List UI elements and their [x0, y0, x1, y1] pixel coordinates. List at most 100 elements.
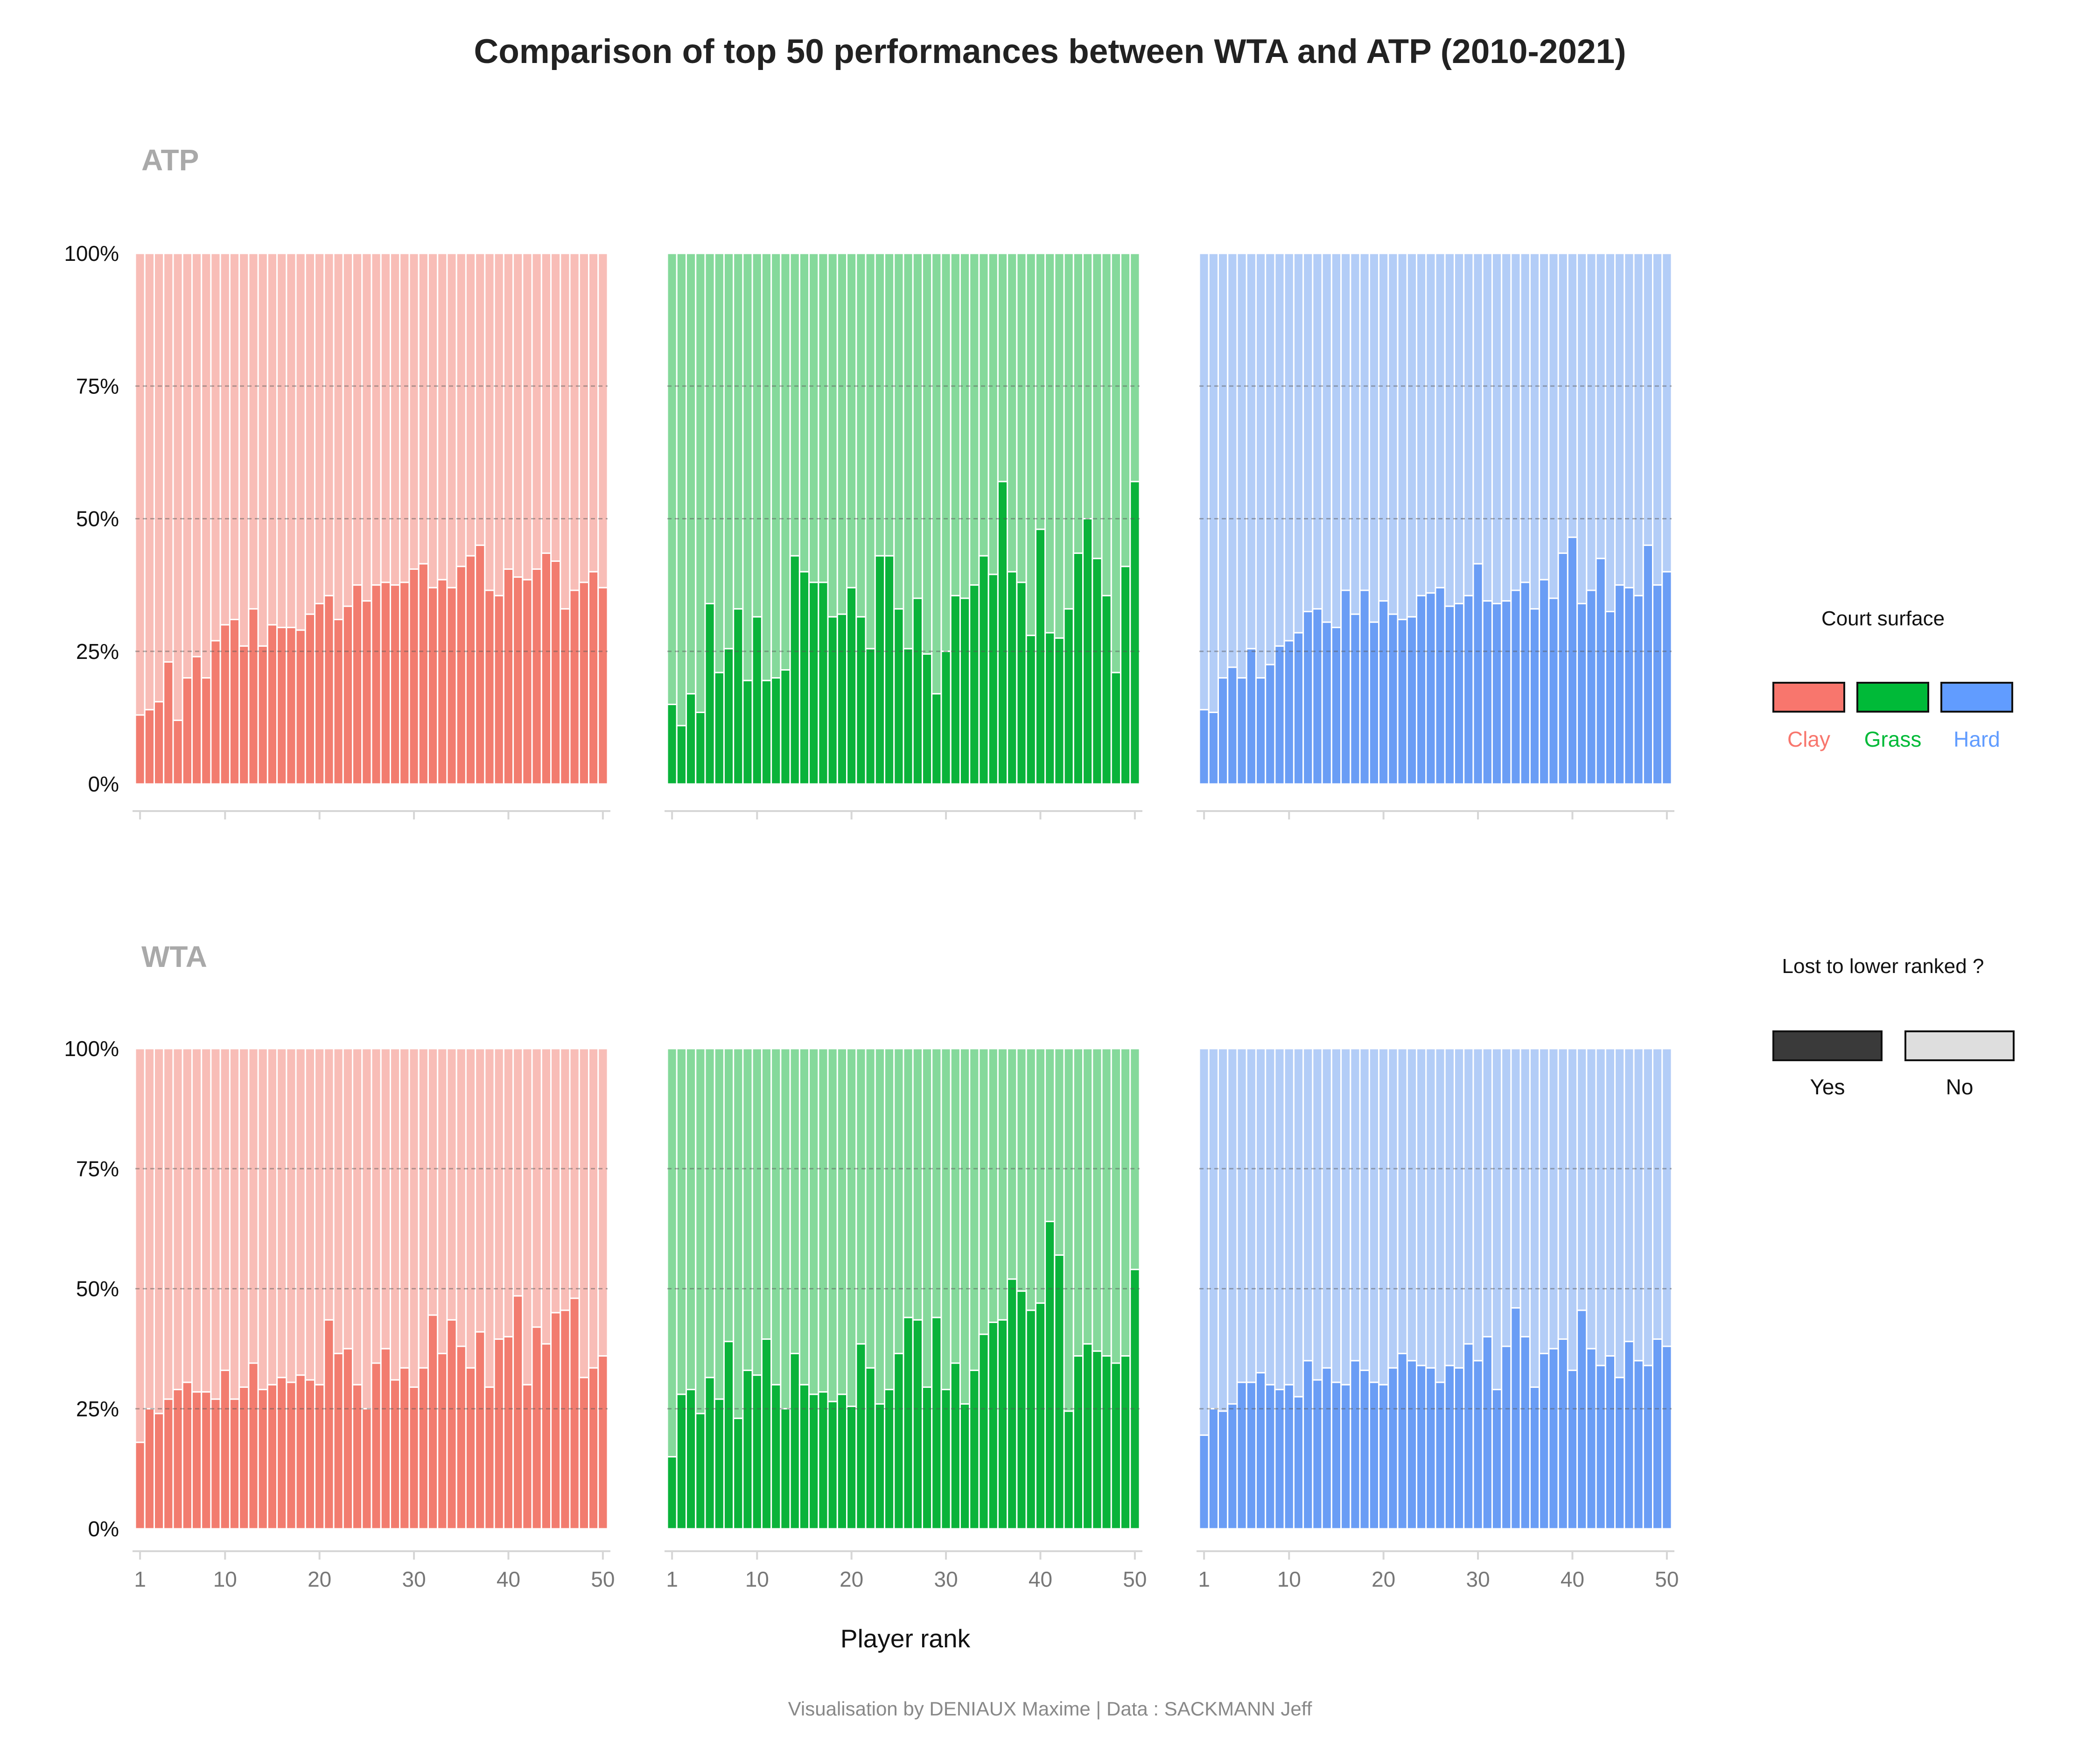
- bar-yes: [1576, 1309, 1588, 1530]
- panel-atp-clay: [133, 252, 610, 819]
- bar-yes: [1227, 666, 1238, 785]
- bar-yes: [1482, 600, 1493, 785]
- bar-yes: [493, 1338, 504, 1530]
- bar-no: [1016, 1048, 1027, 1292]
- bar-yes: [1557, 552, 1568, 785]
- bar-yes: [1624, 587, 1635, 785]
- bar-yes: [855, 1343, 867, 1530]
- bar-no: [446, 1048, 457, 1321]
- bar-yes: [1283, 1384, 1295, 1530]
- bar-no: [1491, 252, 1503, 604]
- bar-yes: [1072, 1355, 1084, 1530]
- panel-atp-hard: [1197, 252, 1674, 819]
- bar-no: [1529, 252, 1540, 610]
- bar-yes: [912, 597, 923, 785]
- bar-no: [685, 1048, 697, 1391]
- bar-no: [1236, 252, 1247, 679]
- bar-no: [997, 252, 1008, 483]
- bar-no: [540, 1048, 552, 1345]
- bar-yes: [1397, 1352, 1408, 1530]
- bar-yes: [723, 1341, 735, 1530]
- bar-yes: [1567, 1369, 1578, 1530]
- bar-yes: [1227, 1403, 1238, 1530]
- bar-no: [1463, 252, 1474, 596]
- bar-no: [172, 252, 183, 721]
- bar-yes: [1463, 595, 1474, 785]
- bar-yes: [333, 619, 344, 785]
- panel-wta-grass: 1 10 20 30 40 50: [665, 1048, 1147, 1591]
- bar-yes: [446, 587, 457, 785]
- bar-no: [846, 1048, 857, 1407]
- bar-no: [201, 1048, 212, 1393]
- row-label-atp: ATP: [141, 143, 199, 177]
- bar-yes: [1198, 709, 1210, 785]
- bar-no: [1633, 252, 1644, 596]
- bar-no: [1595, 252, 1606, 560]
- bar-no: [1340, 252, 1351, 591]
- row-label-wta: WTA: [141, 940, 207, 973]
- bar-no: [1453, 252, 1465, 604]
- bar-yes: [818, 1391, 829, 1530]
- bar-yes: [389, 584, 401, 785]
- bar-no: [333, 252, 344, 621]
- bar-yes: [1406, 616, 1418, 785]
- x-tick-label: 40: [1029, 1567, 1052, 1591]
- bar-no: [1435, 252, 1446, 588]
- bar-yes: [789, 1352, 800, 1530]
- bar-yes: [1595, 558, 1606, 785]
- bar-yes: [1092, 1350, 1103, 1530]
- bar-yes: [1312, 1379, 1323, 1530]
- bar-no: [286, 252, 297, 629]
- bar-yes: [1120, 1355, 1131, 1530]
- bar-yes: [408, 568, 420, 785]
- panel-wta-clay: 1 10 20 30 40 50: [133, 1048, 615, 1591]
- bar-no: [1007, 252, 1018, 573]
- bar-no: [1378, 252, 1389, 602]
- bar-no: [1519, 252, 1531, 583]
- bar-yes: [257, 645, 268, 785]
- bar-no: [978, 1048, 989, 1335]
- bar-yes: [1652, 1338, 1663, 1530]
- bar-no: [1035, 252, 1046, 530]
- bar-no: [1283, 252, 1295, 642]
- bar-yes: [921, 653, 933, 785]
- bar-no: [846, 252, 857, 588]
- bar-no: [153, 1048, 165, 1414]
- bar-no: [1217, 1048, 1229, 1412]
- bar-no: [408, 252, 420, 570]
- bar-yes: [295, 629, 306, 785]
- bar-no: [733, 252, 744, 610]
- bar-yes: [1510, 1307, 1521, 1530]
- bar-no: [676, 252, 687, 727]
- bar-yes: [1359, 589, 1370, 785]
- bar-yes: [1274, 1389, 1285, 1530]
- bar-yes: [503, 1336, 514, 1530]
- bar-yes: [1444, 605, 1455, 785]
- bar-yes: [540, 1343, 552, 1530]
- bar-yes: [266, 1384, 278, 1530]
- bar-no: [1120, 1048, 1131, 1357]
- bar-no: [1416, 252, 1427, 596]
- bar-no: [418, 1048, 429, 1369]
- bar-no: [1101, 252, 1112, 596]
- bar-yes: [522, 1384, 533, 1530]
- bar-yes: [1072, 552, 1084, 785]
- bar-no: [695, 1048, 706, 1414]
- bar-no: [229, 252, 240, 621]
- bar-no: [163, 1048, 174, 1400]
- bar-yes: [163, 661, 174, 785]
- bar-no: [1444, 1048, 1455, 1366]
- bar-no: [342, 1048, 354, 1350]
- bar-no: [1614, 1048, 1625, 1379]
- bar-yes: [798, 571, 810, 785]
- x-axis-label: Player rank: [840, 1624, 971, 1653]
- bar-yes: [1501, 1345, 1512, 1530]
- bar-no: [1453, 1048, 1465, 1369]
- bar-yes: [685, 693, 697, 785]
- bar-no: [1044, 1048, 1056, 1222]
- bar-yes: [1236, 1381, 1247, 1530]
- bar-no: [1642, 1048, 1654, 1366]
- bar-yes: [987, 1322, 999, 1530]
- bar-yes: [714, 1398, 725, 1530]
